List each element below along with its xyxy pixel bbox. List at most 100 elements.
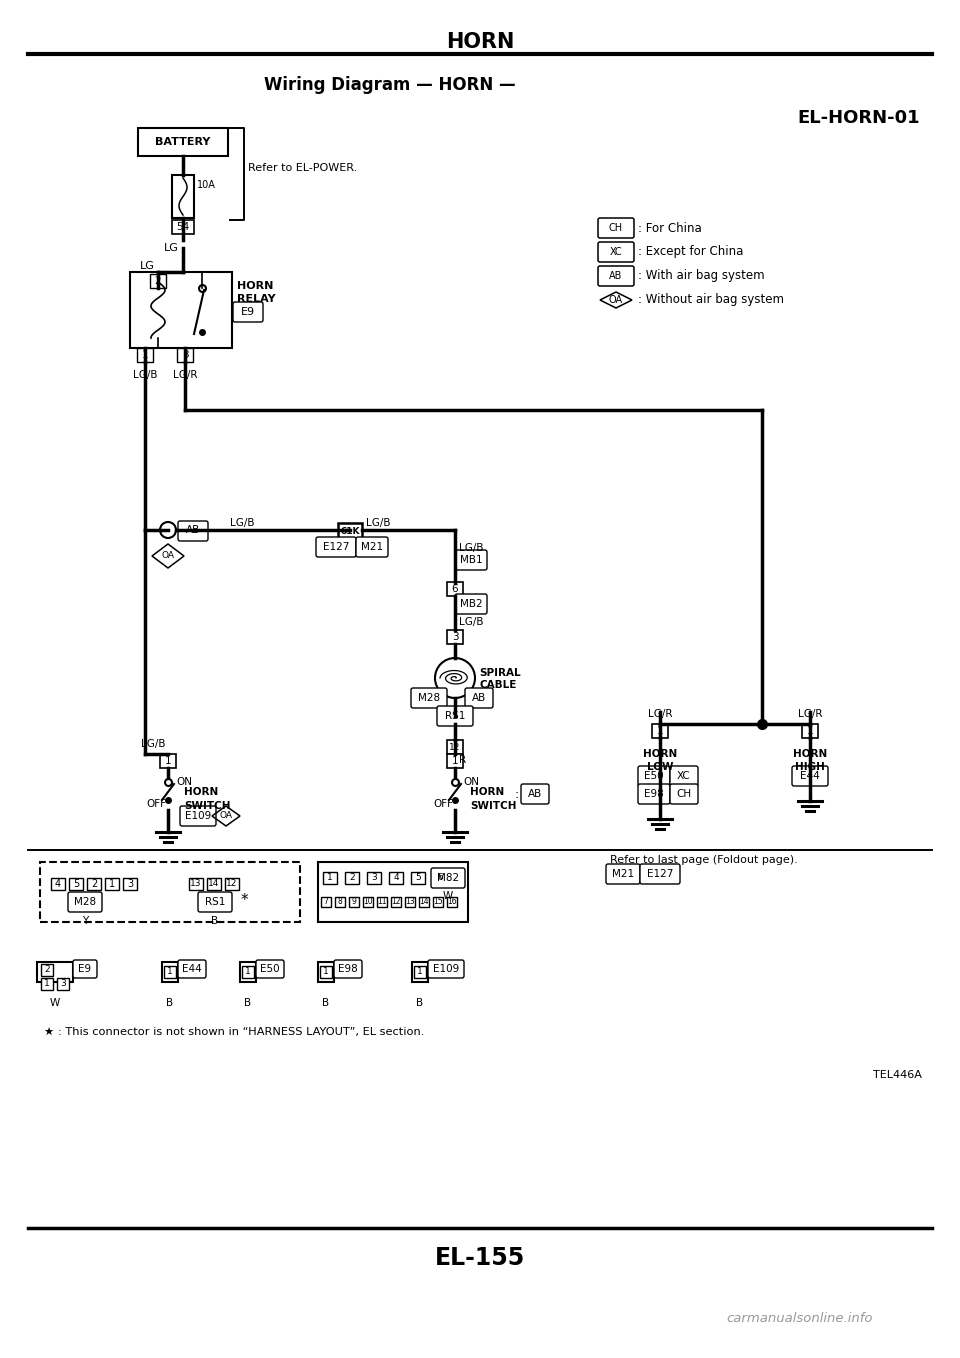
Text: BATTERY: BATTERY [156,137,210,147]
Text: : Without air bag system: : Without air bag system [638,293,784,307]
Text: E9: E9 [241,307,255,316]
Text: 3: 3 [181,350,188,360]
Text: 2: 2 [44,966,50,975]
Text: RELAY: RELAY [237,293,276,304]
Text: 4: 4 [394,873,398,883]
Text: 3: 3 [452,631,458,642]
Bar [447,630,463,644]
FancyBboxPatch shape [465,689,493,708]
Text: LG/R: LG/R [173,369,197,380]
FancyBboxPatch shape [638,766,670,786]
Text: 1: 1 [245,967,251,976]
Text: 11: 11 [377,898,387,907]
Text: 5: 5 [415,873,420,883]
Text: 14: 14 [208,880,220,888]
Text: E44: E44 [800,771,820,781]
Text: OFF: OFF [433,799,453,809]
Text: HORN: HORN [237,281,274,291]
Bar [414,966,426,978]
Text: AB: AB [528,789,542,799]
Bar [367,872,381,884]
FancyBboxPatch shape [521,784,549,804]
Text: M28: M28 [74,898,96,907]
Bar [447,898,457,907]
Bar [69,879,83,889]
Text: CABLE: CABLE [479,680,516,690]
Text: AB: AB [472,693,486,703]
FancyBboxPatch shape [598,219,634,238]
FancyBboxPatch shape [455,550,487,570]
Text: 1: 1 [165,756,171,766]
Text: M21: M21 [361,542,383,551]
Bar [150,274,166,288]
Text: LG/R: LG/R [798,709,823,718]
Bar [41,978,53,990]
Text: LG/B: LG/B [230,517,254,528]
Text: E50: E50 [644,771,663,781]
Text: 1: 1 [324,967,329,976]
Text: RS1: RS1 [444,712,466,721]
Text: 6: 6 [437,873,443,883]
Text: XC: XC [610,247,622,257]
Text: 1: 1 [806,727,813,736]
Text: 2: 2 [91,879,97,889]
FancyBboxPatch shape [598,266,634,287]
Text: W: W [50,998,60,1008]
FancyBboxPatch shape [431,868,465,888]
Text: CH: CH [677,789,691,799]
Text: E50: E50 [260,964,279,974]
Text: OA: OA [161,551,175,561]
FancyBboxPatch shape [178,521,208,540]
FancyBboxPatch shape [598,242,634,262]
Bar [240,961,256,982]
Text: TEL446A: TEL446A [874,1070,922,1080]
Text: CH: CH [609,223,623,234]
Text: E98: E98 [338,964,358,974]
Bar [363,898,373,907]
Text: LG: LG [140,261,155,272]
Text: AB: AB [186,526,200,535]
Text: LOW: LOW [647,762,673,771]
FancyBboxPatch shape [178,960,206,978]
Text: B: B [245,998,252,1008]
Text: R: R [459,755,467,765]
Text: LG/B: LG/B [459,617,484,627]
Text: M28: M28 [418,693,440,703]
FancyBboxPatch shape [73,960,97,978]
Text: SWITCH: SWITCH [184,801,230,811]
Text: : With air bag system: : With air bag system [638,269,764,282]
Text: 1: 1 [142,350,148,360]
Text: 1: 1 [452,756,458,766]
FancyBboxPatch shape [455,593,487,614]
Text: 1: 1 [108,879,115,889]
Bar [242,966,254,978]
Text: 13: 13 [190,880,202,888]
Bar [318,862,468,922]
Text: LG/B: LG/B [141,739,166,750]
FancyBboxPatch shape [638,784,670,804]
Bar [162,961,178,982]
Text: B: B [323,998,329,1008]
Bar [41,964,53,976]
Text: 8: 8 [338,898,343,907]
Text: E109: E109 [185,811,211,822]
Text: HORN: HORN [643,750,677,759]
Bar [57,978,69,990]
Text: Y: Y [82,917,88,926]
Bar [345,872,359,884]
Bar [377,898,387,907]
FancyBboxPatch shape [428,960,464,978]
Text: E109: E109 [433,964,459,974]
Bar [335,898,345,907]
Bar [447,740,463,754]
Text: *: * [240,892,248,907]
Bar [338,523,362,539]
Text: B: B [417,998,423,1008]
FancyBboxPatch shape [411,689,447,708]
Bar [51,879,65,889]
Text: Wiring Diagram — HORN —: Wiring Diagram — HORN — [264,76,516,94]
Text: E9: E9 [79,964,91,974]
Text: 12: 12 [227,880,238,888]
Text: OA: OA [220,812,232,820]
Bar [130,272,232,348]
